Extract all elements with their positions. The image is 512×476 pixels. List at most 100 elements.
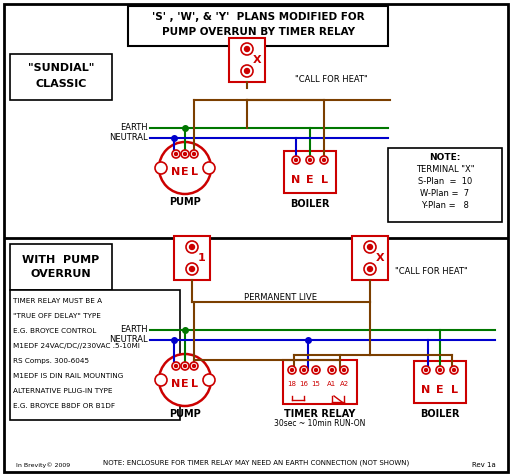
Circle shape xyxy=(453,368,456,371)
Circle shape xyxy=(183,365,186,367)
Text: L: L xyxy=(190,167,198,177)
Text: WITH  PUMP: WITH PUMP xyxy=(23,255,100,265)
Text: 'S' , 'W', & 'Y'  PLANS MODIFIED FOR: 'S' , 'W', & 'Y' PLANS MODIFIED FOR xyxy=(152,12,365,22)
Text: BOILER: BOILER xyxy=(290,199,330,209)
Circle shape xyxy=(320,156,328,164)
Circle shape xyxy=(438,368,441,371)
Bar xyxy=(229,38,265,82)
Text: L: L xyxy=(451,385,458,395)
Text: A1: A1 xyxy=(327,381,336,387)
Text: PUMP OVERRUN BY TIMER RELAY: PUMP OVERRUN BY TIMER RELAY xyxy=(161,27,354,37)
Circle shape xyxy=(290,368,293,371)
Text: PUMP: PUMP xyxy=(169,409,201,419)
Text: N: N xyxy=(172,167,181,177)
Circle shape xyxy=(193,365,196,367)
Text: N: N xyxy=(291,175,301,185)
Circle shape xyxy=(159,354,211,406)
Text: NOTE:: NOTE: xyxy=(430,153,461,162)
Text: NOTE: ENCLOSURE FOR TIMER RELAY MAY NEED AN EARTH CONNECTION (NOT SHOWN): NOTE: ENCLOSURE FOR TIMER RELAY MAY NEED… xyxy=(103,459,409,466)
Circle shape xyxy=(189,245,195,249)
Circle shape xyxy=(288,366,296,374)
Circle shape xyxy=(422,366,430,374)
Text: Y-Plan =   8: Y-Plan = 8 xyxy=(421,201,469,210)
Text: E: E xyxy=(306,175,314,185)
Text: NEUTRAL: NEUTRAL xyxy=(110,336,148,345)
Text: BOILER: BOILER xyxy=(420,409,460,419)
Text: E: E xyxy=(181,379,189,389)
Text: NEUTRAL: NEUTRAL xyxy=(110,133,148,142)
Circle shape xyxy=(368,267,373,271)
Circle shape xyxy=(323,159,326,161)
Circle shape xyxy=(186,241,198,253)
Circle shape xyxy=(340,366,348,374)
Text: 16: 16 xyxy=(300,381,309,387)
Circle shape xyxy=(300,366,308,374)
Circle shape xyxy=(241,43,253,55)
Circle shape xyxy=(203,374,215,386)
Bar xyxy=(10,290,180,420)
Bar xyxy=(284,151,336,193)
Circle shape xyxy=(328,366,336,374)
Text: M1EDF 24VAC/DC//230VAC .5-10MI: M1EDF 24VAC/DC//230VAC .5-10MI xyxy=(13,343,140,349)
Text: 18: 18 xyxy=(288,381,296,387)
Bar xyxy=(414,361,466,403)
Text: PERMANENT LIVE: PERMANENT LIVE xyxy=(244,292,316,301)
Circle shape xyxy=(186,263,198,275)
Text: 30sec ~ 10min RUN-ON: 30sec ~ 10min RUN-ON xyxy=(274,419,366,428)
Text: "CALL FOR HEAT": "CALL FOR HEAT" xyxy=(395,268,468,277)
Text: 1: 1 xyxy=(198,253,206,263)
Circle shape xyxy=(181,150,189,158)
Circle shape xyxy=(292,156,300,164)
Circle shape xyxy=(190,362,198,370)
Text: "SUNDIAL": "SUNDIAL" xyxy=(28,63,94,73)
Circle shape xyxy=(436,366,444,374)
Circle shape xyxy=(343,368,346,371)
Text: ALTERNATIVE PLUG-IN TYPE: ALTERNATIVE PLUG-IN TYPE xyxy=(13,388,113,394)
Circle shape xyxy=(181,362,189,370)
Circle shape xyxy=(331,368,333,371)
Text: In Brevity© 2009: In Brevity© 2009 xyxy=(16,462,70,468)
Text: RS Comps. 300-6045: RS Comps. 300-6045 xyxy=(13,358,89,364)
Text: Rev 1a: Rev 1a xyxy=(472,462,496,468)
Text: A2: A2 xyxy=(339,381,349,387)
Text: X: X xyxy=(253,55,261,65)
Circle shape xyxy=(294,159,297,161)
Text: X: X xyxy=(376,253,385,263)
Circle shape xyxy=(245,69,249,73)
Bar xyxy=(388,148,502,222)
Circle shape xyxy=(364,241,376,253)
Text: S-Plan  =  10: S-Plan = 10 xyxy=(418,178,472,187)
Circle shape xyxy=(245,47,249,51)
Bar xyxy=(10,54,112,100)
Text: E: E xyxy=(181,167,189,177)
Bar xyxy=(352,236,388,280)
Circle shape xyxy=(303,368,306,371)
Bar xyxy=(174,236,210,280)
Bar xyxy=(10,244,112,290)
Text: OVERRUN: OVERRUN xyxy=(31,269,91,279)
Text: "TRUE OFF DELAY" TYPE: "TRUE OFF DELAY" TYPE xyxy=(13,313,101,319)
Text: TIMER RELAY MUST BE A: TIMER RELAY MUST BE A xyxy=(13,298,102,304)
Text: N: N xyxy=(172,379,181,389)
Text: L: L xyxy=(190,379,198,389)
Text: N: N xyxy=(421,385,431,395)
Text: "CALL FOR HEAT": "CALL FOR HEAT" xyxy=(295,76,368,85)
Text: 15: 15 xyxy=(312,381,321,387)
Circle shape xyxy=(314,368,317,371)
Circle shape xyxy=(364,263,376,275)
Circle shape xyxy=(183,152,186,156)
Text: E.G. BROYCE B8DF OR B1DF: E.G. BROYCE B8DF OR B1DF xyxy=(13,403,115,409)
Circle shape xyxy=(424,368,428,371)
Circle shape xyxy=(450,366,458,374)
Text: TIMER RELAY: TIMER RELAY xyxy=(284,409,356,419)
Circle shape xyxy=(155,162,167,174)
Bar xyxy=(128,6,388,46)
Circle shape xyxy=(155,374,167,386)
Circle shape xyxy=(193,152,196,156)
Text: E.G. BROYCE CONTROL: E.G. BROYCE CONTROL xyxy=(13,328,96,334)
Circle shape xyxy=(189,267,195,271)
Text: TERMINAL "X": TERMINAL "X" xyxy=(416,166,474,175)
Circle shape xyxy=(309,159,311,161)
Text: CLASSIC: CLASSIC xyxy=(35,79,87,89)
Circle shape xyxy=(172,362,180,370)
